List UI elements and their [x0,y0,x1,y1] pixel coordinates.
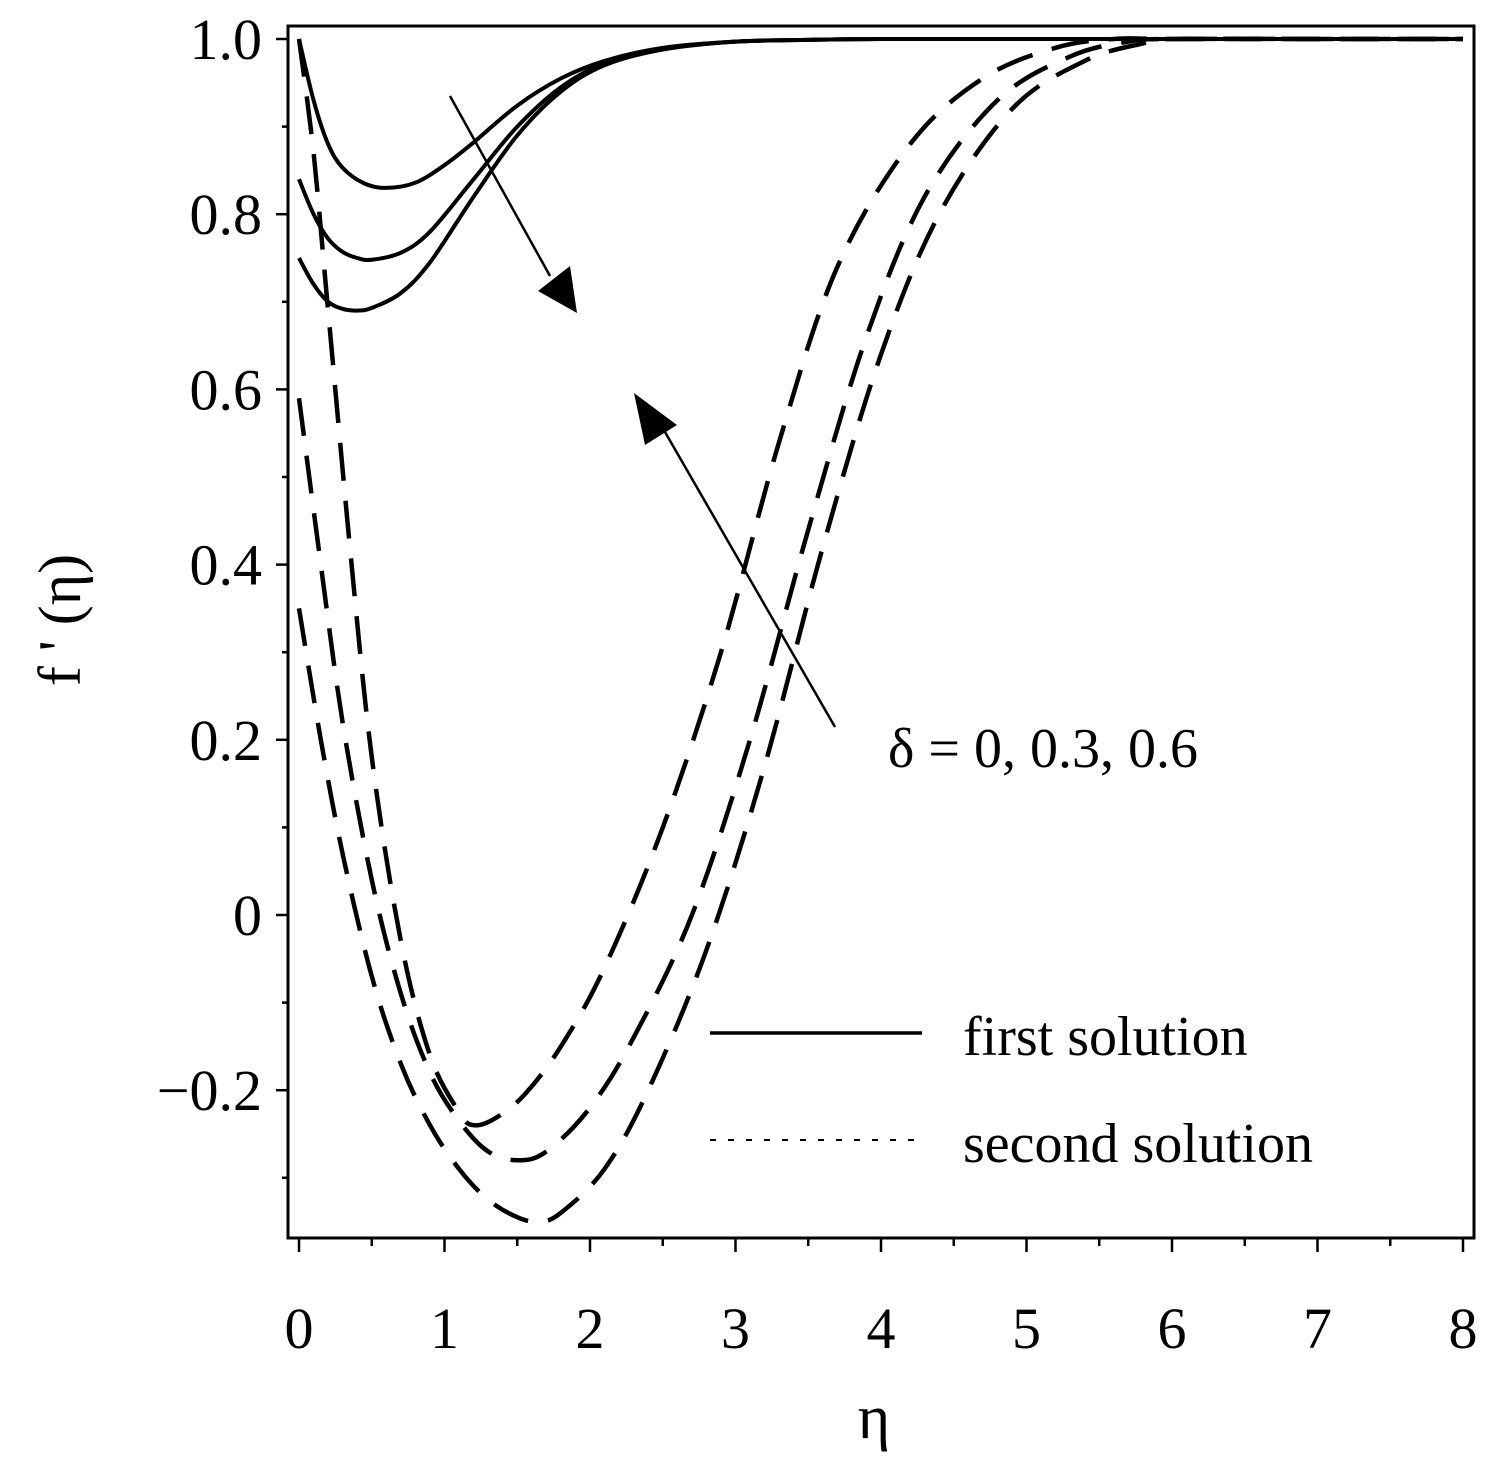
x-tick-label: 7 [1303,1296,1332,1361]
y-axis-label: f ' (η) [27,554,93,686]
x-tick-label: 4 [867,1296,896,1361]
arrow-first-solution-increasing-delta [448,95,577,313]
second-solution-curve-3 [296,36,1463,1128]
x-tick-label: 2 [576,1296,605,1361]
x-tick-label: 5 [1012,1296,1041,1361]
x-tick-label: 0 [285,1296,314,1361]
y-tick-label: 0.6 [190,357,263,422]
arrow-second-solution-increasing-delta [634,393,837,728]
x-tick-label: 3 [721,1296,750,1361]
legend-label-second-solution: second solution [963,1113,1313,1175]
x-tick-label: 1 [430,1296,459,1361]
legend-label-first-solution: first solution [963,1006,1248,1068]
curves [296,36,1463,1225]
y-tick-label: 1.0 [190,7,263,72]
y-tick-label: 0.2 [190,708,263,773]
first-solution-curve-2 [297,36,1463,313]
delta-annotation: δ = 0, 0.3, 0.6 [888,718,1198,780]
first-solution-curve-1 [297,36,1463,263]
y-tick-label: 0.4 [190,533,263,598]
y-tick-label: 0.8 [190,182,263,247]
second-solution-curve-5 [296,36,1463,1225]
axis-tick-labels: 0 1 2 3 4 5 6 7 8 −0.2 0 0.2 0.4 0.6 0.8 1.0 [157,7,1478,1361]
x-tick-label: 8 [1449,1296,1478,1361]
x-axis-label: η [858,1384,890,1452]
y-tick-label: −0.2 [157,1058,262,1123]
first-solution-curve-0 [297,36,1463,190]
second-solution-curve-4 [296,36,1463,1163]
axis-ticks [276,37,1465,1252]
legend: first solution second solution [710,1006,1313,1175]
x-tick-label: 6 [1158,1296,1187,1361]
y-tick-label: 0 [233,883,262,948]
